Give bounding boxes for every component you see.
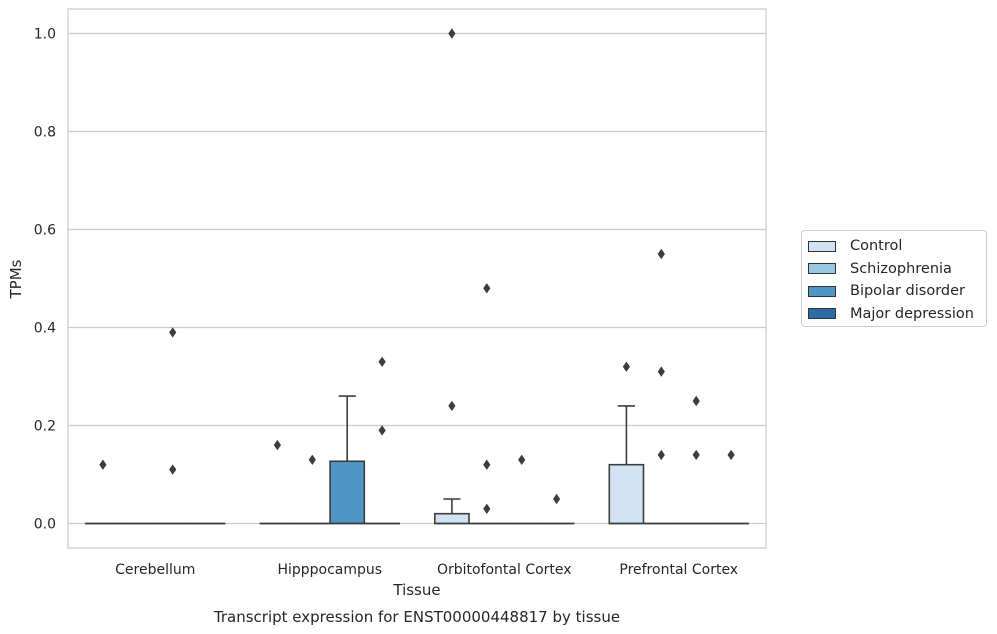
x-tick-label: Cerebellum	[115, 562, 195, 578]
x-tick-label: Orbitofontal Cortex	[437, 562, 572, 578]
outlier-point	[657, 248, 665, 260]
box-body	[329, 460, 366, 525]
outlier-point	[378, 356, 386, 367]
legend-label: Bipolar disorder	[850, 283, 965, 300]
legend-item: Major depression	[808, 303, 986, 326]
box-body	[608, 463, 645, 525]
legend: Control Schizophrenia Bipolar disorder Majo…	[801, 230, 987, 327]
box-body	[433, 512, 470, 525]
legend-item: Control	[808, 235, 986, 258]
y-axis-title: TPMs	[7, 259, 25, 299]
outlier-point	[378, 425, 386, 436]
y-tick-label: 1.0	[34, 27, 56, 43]
y-tick-label: 0.2	[34, 419, 56, 435]
x-tick-labels: Cerebellum Hipppocampus Orbitofontal Corte…	[115, 562, 738, 578]
outlier-point	[273, 439, 281, 451]
y-tick-label: 0.0	[34, 517, 56, 533]
legend-swatch	[808, 308, 836, 320]
boxes	[84, 395, 750, 525]
outlier-point	[483, 503, 491, 514]
y-tick-label: 0.8	[34, 125, 56, 141]
box-control	[608, 405, 645, 525]
legend-item: Bipolar disorder	[808, 280, 986, 303]
outlier-point	[169, 327, 177, 338]
outlier-point	[553, 493, 561, 505]
outlier-point	[692, 449, 700, 461]
outlier-point	[99, 459, 107, 470]
figure-caption: Transcript expression for ENST0000044881…	[213, 608, 620, 626]
outlier-point	[622, 361, 630, 372]
outlier-point	[657, 366, 665, 377]
outlier-point	[448, 400, 456, 412]
legend-label: Schizophrenia	[850, 260, 952, 277]
outlier-point	[692, 395, 700, 407]
x-axis-title: Tissue	[392, 581, 440, 599]
legend-swatch	[808, 285, 836, 297]
y-tick-labels: 0.0 0.2 0.4 0.6 0.8 1.0	[34, 27, 56, 533]
plot-frame	[67, 8, 767, 549]
x-tick-label: Hipppocampus	[277, 562, 382, 578]
legend-label: Control	[850, 238, 903, 255]
outlier-point	[169, 464, 177, 475]
outlier-point	[518, 454, 526, 465]
outlier-point	[657, 449, 665, 461]
legend-label: Major depression	[850, 305, 974, 322]
legend-item: Schizophrenia	[808, 258, 986, 281]
outlier-point	[308, 454, 316, 465]
legend-swatch	[808, 263, 836, 275]
outlier-points	[99, 28, 735, 514]
box-bipolar-disorder	[329, 395, 366, 525]
outlier-point	[448, 28, 456, 39]
outlier-point	[483, 283, 491, 294]
outlier-point	[727, 449, 735, 461]
y-tick-label: 0.4	[34, 321, 56, 337]
x-tick-label: Prefrontal Cortex	[619, 562, 738, 578]
box-control	[433, 498, 470, 525]
legend-swatch	[808, 240, 836, 252]
y-tick-label: 0.6	[34, 223, 56, 239]
outlier-point	[483, 459, 491, 470]
